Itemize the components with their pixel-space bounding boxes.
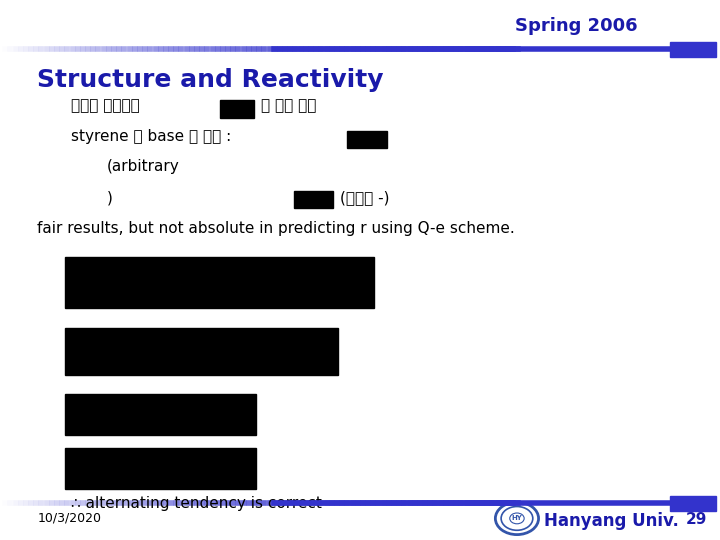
Bar bbox=[65, 448, 256, 489]
Bar bbox=[220, 100, 254, 118]
Text: 10/3/2020: 10/3/2020 bbox=[37, 512, 102, 525]
Text: Hanyang Univ.: Hanyang Univ. bbox=[544, 512, 678, 530]
Text: Structure and Reactivity: Structure and Reactivity bbox=[37, 68, 384, 91]
Text: ): ) bbox=[107, 190, 112, 205]
Bar bbox=[294, 191, 333, 208]
Text: ∴ alternating tendency is correct: ∴ alternating tendency is correct bbox=[71, 496, 321, 511]
Bar bbox=[670, 42, 716, 57]
Text: (arbitrary: (arbitrary bbox=[107, 159, 179, 174]
Text: HY: HY bbox=[512, 515, 522, 522]
Text: Spring 2006: Spring 2006 bbox=[515, 17, 637, 35]
Bar bbox=[65, 394, 256, 435]
Text: (승에는 -): (승에는 -) bbox=[340, 190, 390, 205]
Text: 29: 29 bbox=[685, 512, 707, 527]
Bar bbox=[670, 496, 716, 511]
Text: fair results, but not absolute in predicting r using Q-e scheme.: fair results, but not absolute in predic… bbox=[37, 221, 516, 237]
Text: 따라서 이식으로: 따라서 이식으로 bbox=[71, 98, 139, 113]
Text: 를 예측 가능: 를 예측 가능 bbox=[261, 98, 316, 113]
Bar bbox=[65, 256, 374, 308]
Bar bbox=[347, 131, 387, 148]
Text: styrene 을 base 로 사용 :: styrene 을 base 로 사용 : bbox=[71, 129, 231, 144]
Bar bbox=[65, 328, 338, 375]
